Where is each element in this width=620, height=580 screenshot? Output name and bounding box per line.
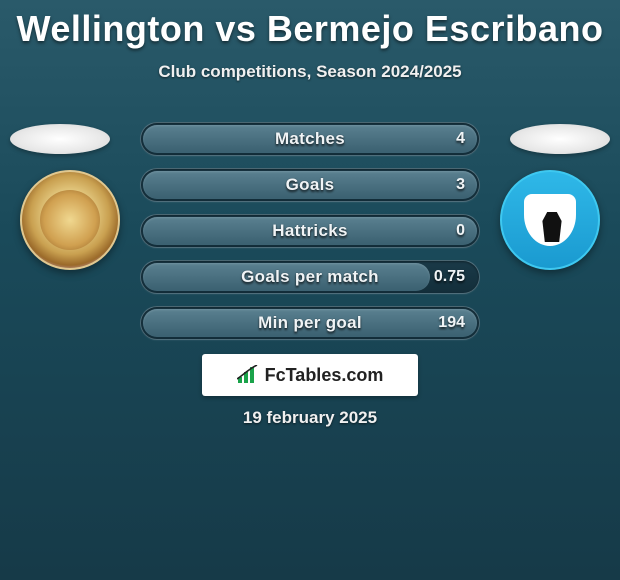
stat-label: Goals (141, 169, 479, 201)
stat-value: 194 (438, 307, 465, 339)
stat-value: 0.75 (434, 261, 465, 293)
stat-row: Goals per match0.75 (140, 260, 480, 294)
stats-panel: Matches4Goals3Hattricks0Goals per match0… (140, 122, 480, 352)
stat-row: Goals3 (140, 168, 480, 202)
left-player-oval (10, 124, 110, 154)
stat-label: Matches (141, 123, 479, 155)
page-title: Wellington vs Bermejo Escribano (0, 0, 620, 50)
stat-value: 0 (456, 215, 465, 247)
subtitle: Club competitions, Season 2024/2025 (0, 62, 620, 82)
stat-label: Goals per match (141, 261, 479, 293)
brand-badge: FcTables.com (202, 354, 418, 396)
right-player-oval (510, 124, 610, 154)
stat-row: Matches4 (140, 122, 480, 156)
footer-date: 19 february 2025 (0, 408, 620, 428)
left-team-crest (20, 170, 120, 270)
stat-value: 4 (456, 123, 465, 155)
bar-chart-icon (237, 365, 259, 385)
stat-row: Hattricks0 (140, 214, 480, 248)
brand-text: FcTables.com (265, 365, 384, 386)
stat-label: Min per goal (141, 307, 479, 339)
stat-value: 3 (456, 169, 465, 201)
right-team-crest (500, 170, 600, 270)
stat-label: Hattricks (141, 215, 479, 247)
stat-row: Min per goal194 (140, 306, 480, 340)
